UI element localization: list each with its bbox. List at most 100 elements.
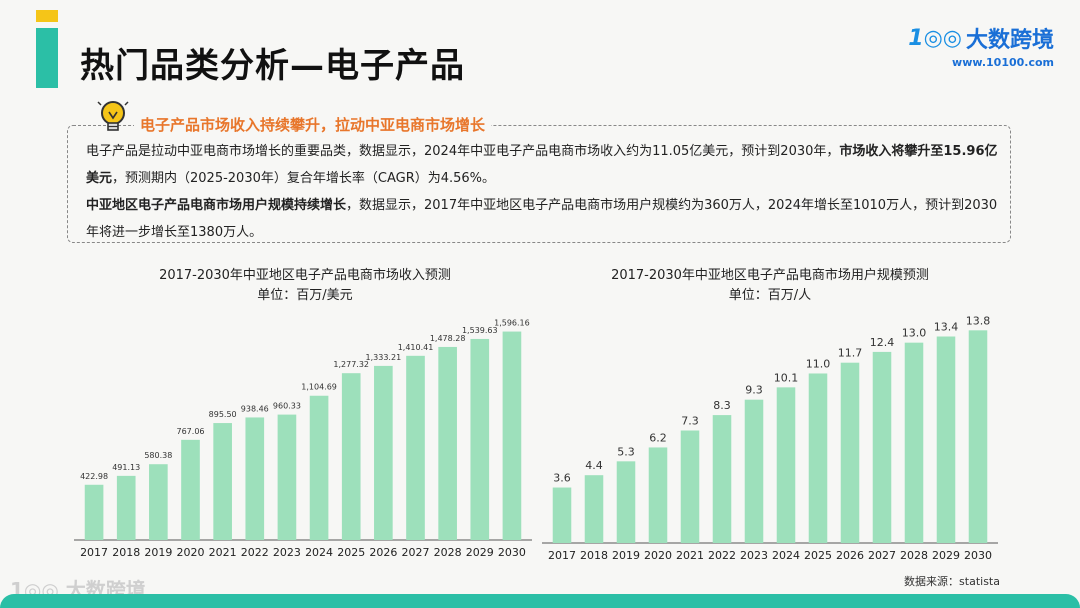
- bar-2024: [309, 395, 329, 540]
- summary-p2-bold: 中亚地区电子产品电商市场用户规模持续增长: [86, 198, 347, 213]
- accent-bar-yellow: [36, 10, 58, 22]
- x-tick-2021: 2021: [209, 546, 237, 559]
- data-label-2019: 5.3: [617, 445, 635, 458]
- data-label-2017: 3.6: [553, 472, 571, 485]
- brand-logo: 1◎◎ 大数跨境 www.10100.com: [908, 22, 1054, 70]
- lightbulb-icon: [97, 101, 129, 131]
- data-label-2024: 10.1: [774, 371, 799, 384]
- bar-2024: [776, 387, 796, 543]
- x-tick-2028: 2028: [434, 546, 462, 559]
- x-tick-2019: 2019: [144, 546, 172, 559]
- bar-2027: [406, 355, 425, 540]
- revenue-chart-title: 2017-2030年中亚地区电子产品电商市场收入预测: [159, 268, 451, 283]
- bar-2018: [116, 475, 136, 540]
- data-label-2025: 1,277.32: [333, 360, 369, 369]
- bar-2028: [904, 342, 924, 543]
- data-label-2027: 12.4: [870, 336, 895, 349]
- x-tick-2018: 2018: [112, 546, 140, 559]
- bar-2023: [277, 414, 297, 540]
- x-tick-2017: 2017: [80, 546, 108, 559]
- bar-2030: [502, 331, 522, 540]
- data-label-2018: 4.4: [585, 459, 603, 472]
- data-label-2018: 491.13: [112, 463, 140, 472]
- bar-2030: [968, 330, 988, 543]
- data-label-2028: 1,478.28: [430, 334, 466, 343]
- users-chart-title: 2017-2030年中亚地区电子产品电商市场用户规模预测: [611, 268, 929, 283]
- bar-2017: [84, 484, 104, 540]
- x-tick-2022: 2022: [241, 546, 269, 559]
- x-tick-2024: 2024: [772, 549, 800, 562]
- bar-2021: [213, 423, 232, 540]
- data-label-2030: 1,596.16: [494, 319, 530, 328]
- x-tick-2023: 2023: [273, 546, 301, 559]
- x-tick-2020: 2020: [644, 549, 672, 562]
- x-tick-2029: 2029: [466, 546, 494, 559]
- summary-p1-bold: 市场收入将攀升至15.96亿美元: [86, 144, 998, 186]
- revenue-chart: 2017-2030年中亚地区电子产品电商市场收入预测 单位：百万/美元 422.…: [70, 258, 540, 568]
- brand-url: www.10100.com: [952, 56, 1054, 69]
- data-label-2021: 895.50: [209, 410, 237, 419]
- revenue-chart-subtitle: 单位：百万/美元: [257, 288, 353, 303]
- x-tick-2029: 2029: [932, 549, 960, 562]
- bar-2017: [552, 487, 572, 543]
- bar-2023: [744, 399, 764, 543]
- bar-2027: [872, 351, 892, 543]
- data-label-2026: 11.7: [838, 347, 863, 360]
- bar-2025: [808, 373, 828, 543]
- summary-box: [67, 125, 1011, 243]
- users-chart-plot: 3.6 2017 4.4 2018 5.3 2019 6.2 2020 7.3 2021 8.3 20…: [542, 314, 998, 562]
- bar-2018: [584, 475, 604, 543]
- bar-2028: [438, 346, 457, 540]
- bar-2021: [680, 430, 700, 543]
- bar-2022: [245, 417, 265, 540]
- brand-mark: 1◎◎: [908, 25, 962, 51]
- bar-2029: [936, 336, 956, 543]
- x-tick-2025: 2025: [804, 549, 832, 562]
- data-label-2022: 8.3: [713, 399, 731, 412]
- bar-2020: [181, 439, 200, 540]
- data-label-2021: 7.3: [681, 415, 699, 428]
- data-label-2020: 767.06: [177, 427, 205, 436]
- page-title: 热门品类分析—电子产品: [80, 46, 465, 86]
- bar-2022: [712, 415, 732, 543]
- summary-p2-part: ，数据显示，2017年中亚地区电子产品电商市场用户规模约为360万人，2024年…: [86, 198, 998, 240]
- data-label-2027: 1,410.41: [398, 343, 434, 352]
- users-chart: 2017-2030年中亚地区电子产品电商市场用户规模预测 单位：百万/人 3.6…: [540, 258, 1000, 568]
- accent-bar-teal: [36, 28, 58, 88]
- bar-2019: [149, 464, 168, 540]
- summary-text: 电子产品是拉动中亚电商市场增长的重要品类，数据显示，2024年中亚电子产品电商市…: [86, 138, 1006, 246]
- x-tick-2017: 2017: [548, 549, 576, 562]
- data-label-2023: 960.33: [273, 402, 301, 411]
- bar-2026: [840, 362, 860, 543]
- data-label-2023: 9.3: [745, 384, 763, 397]
- source-note: 数据来源：statista: [904, 575, 1000, 588]
- brand-name: 大数跨境: [965, 28, 1054, 53]
- x-tick-2030: 2030: [498, 546, 526, 559]
- data-label-2029: 13.4: [934, 320, 959, 333]
- summary-heading: 电子产品市场收入持续攀升，拉动中亚电商市场增长: [134, 114, 492, 135]
- x-tick-2021: 2021: [676, 549, 704, 562]
- x-tick-2024: 2024: [305, 546, 333, 559]
- x-tick-2028: 2028: [900, 549, 928, 562]
- data-label-2025: 11.0: [806, 357, 831, 370]
- x-tick-2027: 2027: [402, 546, 430, 559]
- x-tick-2030: 2030: [964, 549, 992, 562]
- x-tick-2026: 2026: [836, 549, 864, 562]
- bar-2019: [616, 461, 636, 543]
- x-tick-2020: 2020: [177, 546, 205, 559]
- x-tick-2026: 2026: [369, 546, 397, 559]
- data-label-2028: 13.0: [902, 327, 927, 340]
- x-tick-2023: 2023: [740, 549, 768, 562]
- revenue-chart-plot: 422.98 2017 491.13 2018 580.38 2019 767.06 2020…: [74, 319, 532, 559]
- data-label-2029: 1,539.63: [462, 326, 498, 335]
- x-tick-2019: 2019: [612, 549, 640, 562]
- footer-wave: [0, 594, 1080, 608]
- data-label-2022: 938.46: [241, 404, 269, 413]
- data-label-2030: 13.8: [966, 314, 991, 327]
- data-label-2017: 422.98: [80, 472, 108, 481]
- data-label-2020: 6.2: [649, 431, 667, 444]
- data-label-2024: 1,104.69: [301, 383, 337, 392]
- bar-2029: [470, 338, 490, 540]
- summary-p1-part1: 电子产品是拉动中亚电商市场增长的重要品类，数据显示，2024年中亚电子产品电商市…: [86, 144, 840, 159]
- data-label-2026: 1,333.21: [366, 353, 402, 362]
